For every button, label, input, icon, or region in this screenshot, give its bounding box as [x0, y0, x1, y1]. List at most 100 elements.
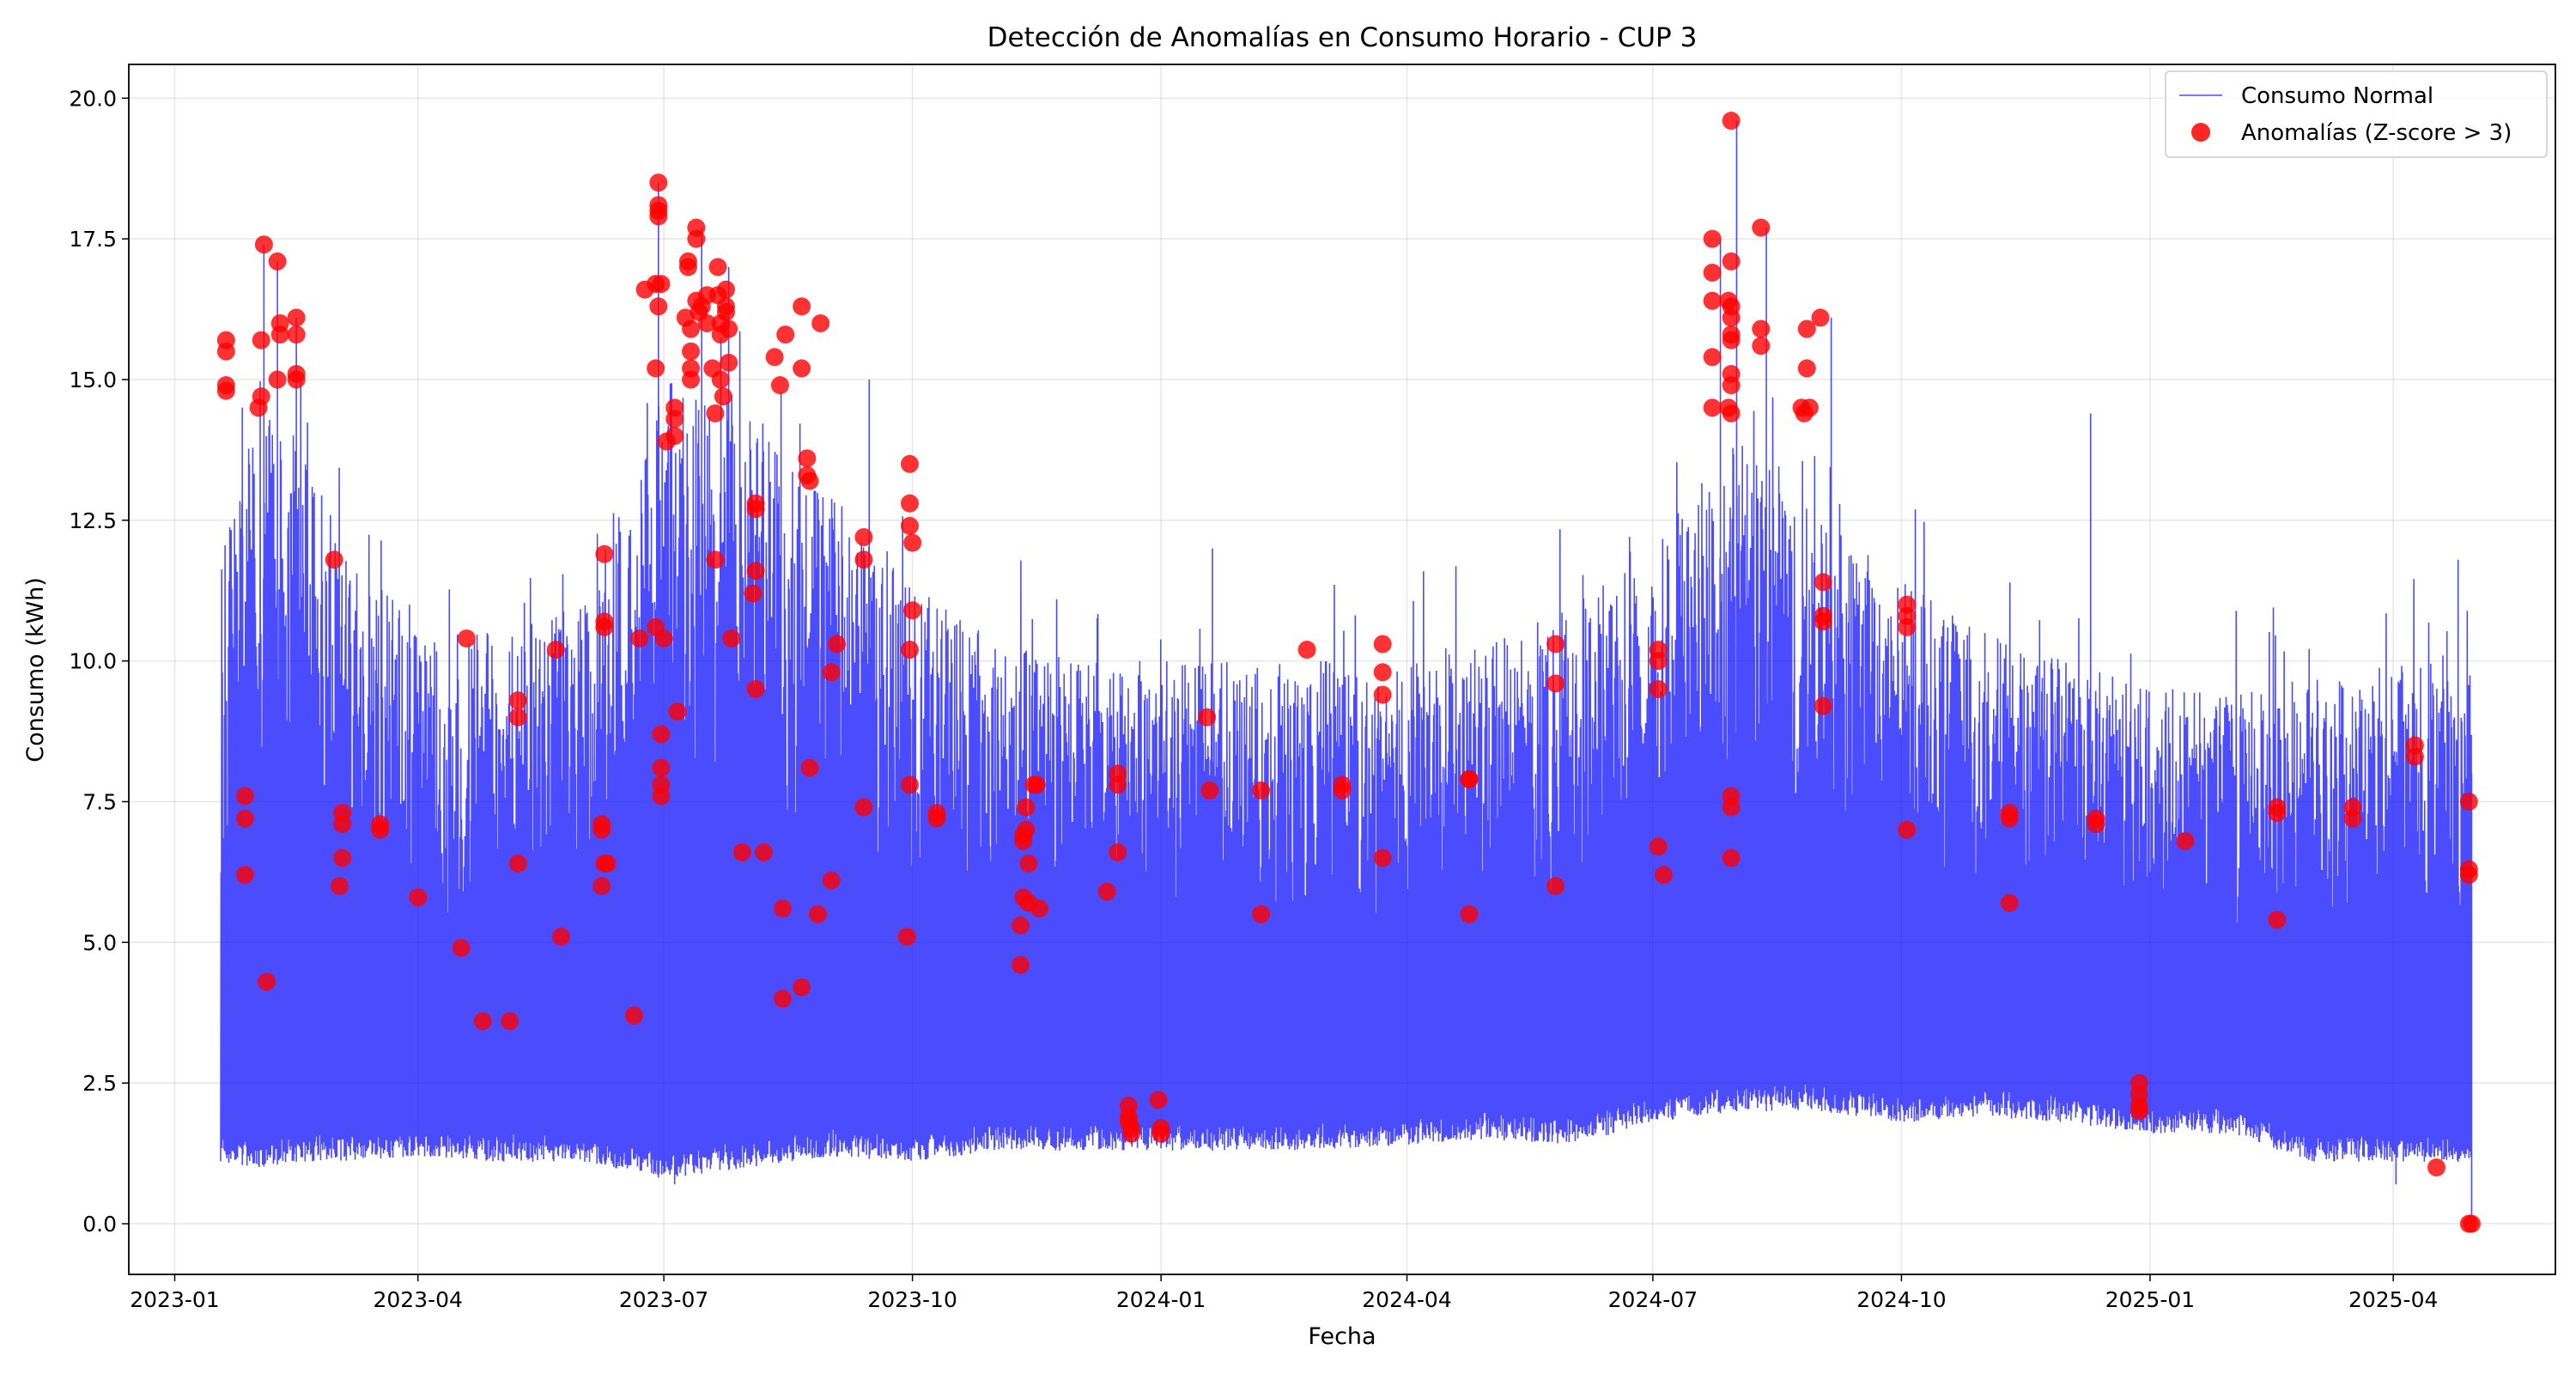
anomaly-point: [900, 775, 919, 794]
consumption-line: [220, 120, 2473, 1225]
anomaly-point: [1722, 798, 1741, 817]
anomaly-point: [687, 229, 706, 248]
anomaly-point: [1722, 308, 1741, 327]
anomaly-point: [235, 866, 254, 885]
anomaly-point: [1649, 652, 1668, 671]
anomaly-point: [793, 359, 811, 378]
anomaly-point: [598, 854, 617, 873]
anomaly-point: [552, 927, 571, 946]
anomaly-point: [1252, 905, 1271, 924]
anomaly-point: [720, 319, 738, 338]
x-tick-label: 2023-04: [373, 1287, 462, 1312]
anomaly-point: [1898, 820, 1917, 839]
anomaly-point: [798, 449, 817, 468]
anomaly-point: [330, 877, 349, 896]
anomaly-point: [722, 629, 741, 647]
anomaly-point: [235, 787, 254, 806]
anomaly-point: [744, 584, 762, 603]
anomaly-point: [1752, 319, 1771, 338]
anomaly-point: [287, 325, 306, 344]
anomaly-point: [1297, 641, 1316, 660]
anomaly-point: [828, 635, 847, 654]
legend-dot-swatch: [2191, 123, 2210, 142]
anomaly-point: [1373, 663, 1392, 682]
anomaly-point: [2343, 809, 2362, 828]
anomaly-point: [706, 550, 725, 569]
anomaly-point: [682, 370, 701, 389]
anomaly-point: [333, 848, 352, 867]
anomaly-point: [652, 758, 671, 777]
anomaly-point: [1109, 842, 1127, 861]
anomaly-point: [252, 331, 270, 350]
anomaly-series: [216, 112, 2481, 1233]
anomaly-point: [706, 404, 725, 423]
anomaly-point: [1546, 635, 1565, 654]
anomaly-point: [1722, 331, 1741, 350]
anomaly-point: [1649, 679, 1668, 698]
anomaly-point: [900, 494, 919, 513]
anomaly-point: [452, 939, 471, 958]
anomaly-point: [2000, 893, 2019, 912]
anomaly-point: [793, 297, 811, 316]
x-tick-label: 2023-01: [130, 1287, 219, 1312]
anomaly-point: [1027, 775, 1046, 794]
x-tick-label: 2025-01: [2105, 1287, 2195, 1312]
anomaly-point: [697, 313, 716, 332]
anomaly-point: [714, 387, 732, 406]
anomaly-point: [268, 252, 287, 271]
anomaly-point: [716, 280, 735, 299]
anomaly-point: [1373, 635, 1392, 654]
anomaly-point: [1722, 376, 1741, 395]
x-tick-label: 2023-07: [619, 1287, 708, 1312]
plot-frame: [128, 64, 2556, 1275]
anomaly-point: [2000, 809, 2019, 828]
anomaly-point: [287, 308, 306, 327]
anomaly-point: [1017, 820, 1036, 839]
anomaly-point: [409, 888, 428, 907]
anomaly-point: [720, 353, 738, 372]
anomaly-point: [252, 387, 270, 406]
legend-box: [2165, 70, 2548, 158]
anomaly-point: [2405, 747, 2424, 766]
anomaly-point: [258, 972, 276, 991]
anomaly-point: [473, 1012, 492, 1030]
legend-label-normal: Consumo Normal: [2241, 83, 2433, 109]
anomaly-point: [1012, 916, 1030, 935]
anomaly-point: [1797, 319, 1816, 338]
x-tick-label: 2025-04: [2348, 1287, 2438, 1312]
anomaly-point: [254, 235, 273, 254]
anomaly-point: [2427, 1158, 2446, 1176]
anomaly-point: [2129, 1102, 2148, 1121]
anomaly-point: [595, 544, 614, 563]
x-tick-label: 2024-10: [1856, 1287, 1946, 1312]
anomaly-point: [2462, 1214, 2481, 1233]
anomaly-point: [216, 381, 235, 400]
anomaly-point: [647, 359, 665, 378]
x-tick-label: 2024-01: [1116, 1287, 1206, 1312]
anomaly-point: [652, 275, 671, 294]
y-tick-label: 17.5: [69, 227, 117, 252]
anomaly-point: [508, 691, 527, 710]
y-tick-label: 12.5: [69, 508, 117, 533]
anomaly-point: [903, 601, 922, 620]
anomaly-point: [1200, 781, 1219, 799]
anomaly-point: [595, 617, 614, 636]
normal-consumption-series: [220, 120, 2473, 1225]
anomaly-point: [678, 258, 697, 277]
y-tick-label: 0.0: [82, 1212, 117, 1237]
anomaly-point: [1722, 252, 1741, 271]
anomaly-point: [1546, 877, 1565, 896]
anomaly-point: [652, 725, 671, 744]
y-tick-label: 20.0: [69, 86, 117, 111]
anomaly-point: [2459, 866, 2478, 885]
anomaly-point: [649, 207, 668, 226]
anomaly-point: [1460, 769, 1479, 788]
anomaly-point: [592, 877, 611, 896]
anomaly-point: [1703, 229, 1722, 248]
anomaly-point: [1654, 866, 1673, 885]
anomaly-point: [630, 629, 649, 647]
anomaly-point: [652, 787, 671, 806]
anomaly-point: [716, 302, 735, 321]
anomaly-point: [897, 927, 916, 946]
anomaly-point: [822, 663, 841, 682]
